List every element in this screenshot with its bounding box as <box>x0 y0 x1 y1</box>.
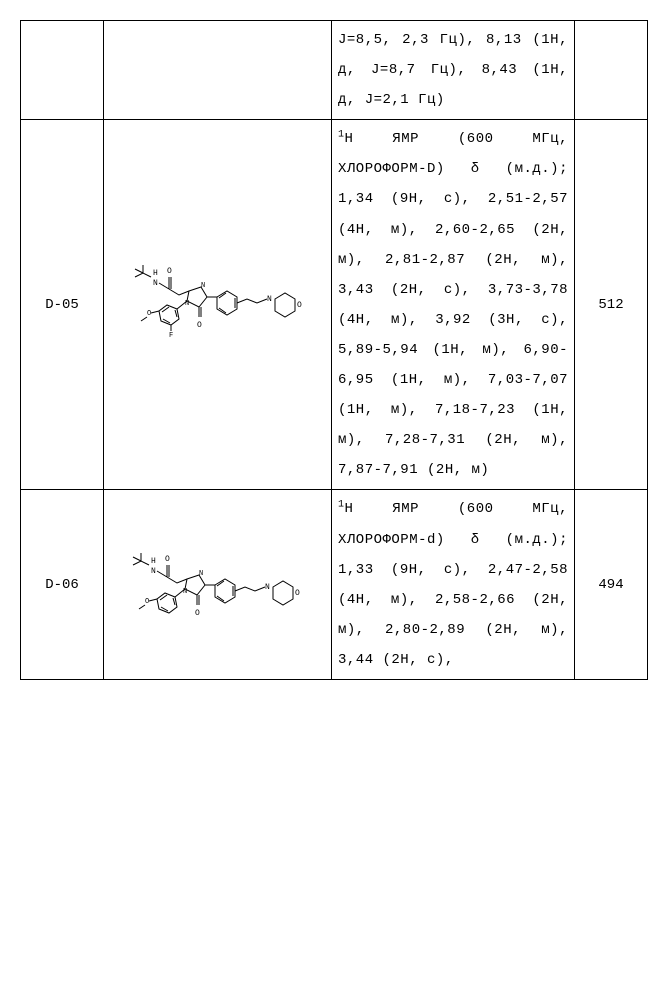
cell-nmr: 1H ЯМР (600 МГц, ХЛОРОФОРМ-D) δ (м.д.); … <box>332 120 575 490</box>
svg-text:H: H <box>151 557 156 566</box>
table-row: J=8,5, 2,3 Гц), 8,13 (1H, д, J=8,7 Гц), … <box>21 21 648 120</box>
svg-text:O: O <box>195 609 200 618</box>
molecule-icon: H N O N N O <box>115 255 320 355</box>
mass-label: 494 <box>598 577 623 593</box>
cell-mass <box>575 21 648 120</box>
svg-text:N: N <box>267 295 272 304</box>
id-label: D-05 <box>45 297 79 313</box>
svg-text:O: O <box>147 310 151 318</box>
svg-text:O: O <box>167 267 172 276</box>
cell-mass: 494 <box>575 490 648 680</box>
svg-text:N: N <box>201 282 205 290</box>
svg-text:O: O <box>197 321 202 330</box>
svg-text:O: O <box>165 555 170 564</box>
svg-text:O: O <box>297 301 302 310</box>
svg-text:H: H <box>153 269 158 278</box>
mass-label: 512 <box>598 297 623 313</box>
id-label: D-06 <box>45 577 79 593</box>
svg-text:O: O <box>145 598 149 606</box>
cell-mass: 512 <box>575 120 648 490</box>
cell-id <box>21 21 104 120</box>
compound-table: J=8,5, 2,3 Гц), 8,13 (1H, д, J=8,7 Гц), … <box>20 20 648 680</box>
table-row: D-06 H N O N N <box>21 490 648 680</box>
svg-text:N: N <box>153 279 158 288</box>
cell-structure: H N O N N O <box>104 120 332 490</box>
svg-text:O: O <box>295 589 300 598</box>
svg-text:N: N <box>265 583 270 592</box>
cell-nmr: J=8,5, 2,3 Гц), 8,13 (1H, д, J=8,7 Гц), … <box>332 21 575 120</box>
cell-nmr: 1H ЯМР (600 МГц, ХЛОРОФОРМ-d) δ (м.д.); … <box>332 490 575 680</box>
table-row: D-05 H N O <box>21 120 648 490</box>
cell-id: D-06 <box>21 490 104 680</box>
svg-text:N: N <box>151 567 156 576</box>
svg-text:N: N <box>199 570 203 578</box>
svg-text:F: F <box>169 332 173 340</box>
cell-structure <box>104 21 332 120</box>
cell-id: D-05 <box>21 120 104 490</box>
molecule-icon: H N O N N O <box>115 535 320 635</box>
table-body: J=8,5, 2,3 Гц), 8,13 (1H, д, J=8,7 Гц), … <box>21 21 648 680</box>
cell-structure: H N O N N O <box>104 490 332 680</box>
